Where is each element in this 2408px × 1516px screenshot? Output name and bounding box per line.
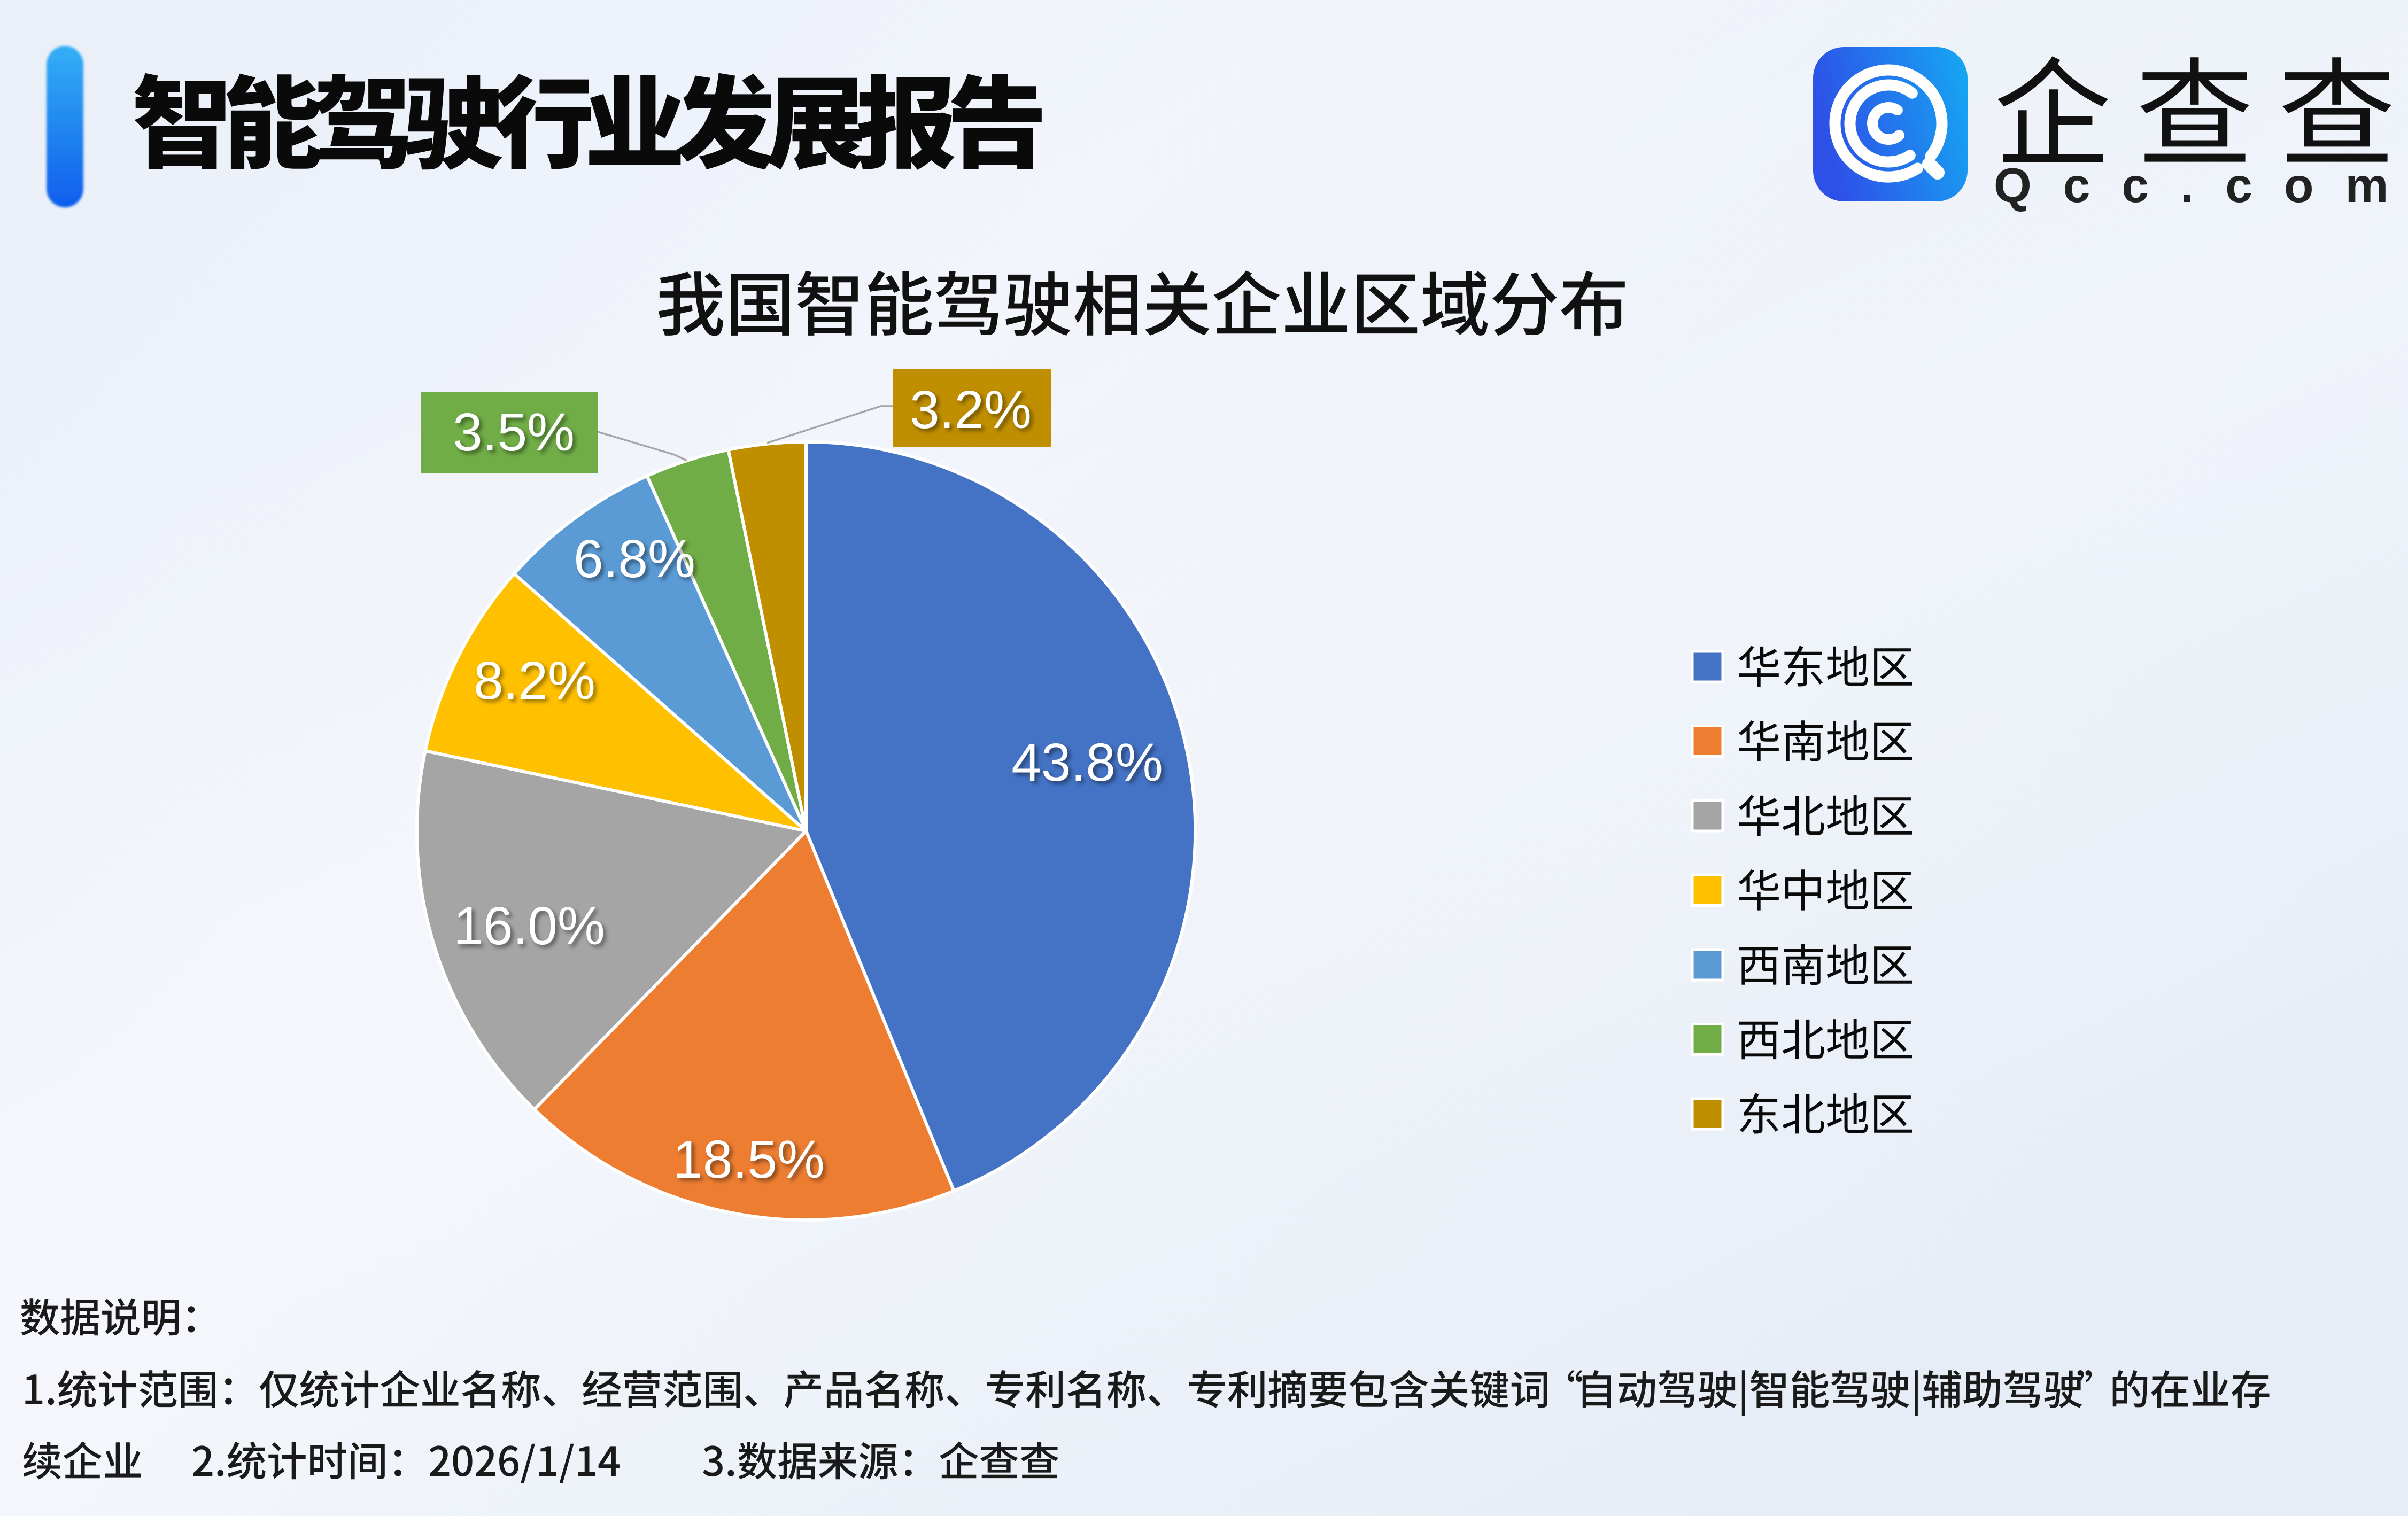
svg-text:18.5%: 18.5% [673, 1130, 825, 1190]
svg-text:16.0%: 16.0% [453, 896, 605, 956]
svg-text:6.8%: 6.8% [574, 529, 695, 589]
svg-text:3.5%: 3.5% [453, 402, 575, 462]
svg-text:Qcc.com: Qcc.com [1994, 159, 2408, 213]
svg-text:3.2%: 3.2% [910, 380, 1032, 440]
svg-text:8.2%: 8.2% [474, 651, 595, 711]
svg-text:43.8%: 43.8% [1011, 733, 1163, 792]
